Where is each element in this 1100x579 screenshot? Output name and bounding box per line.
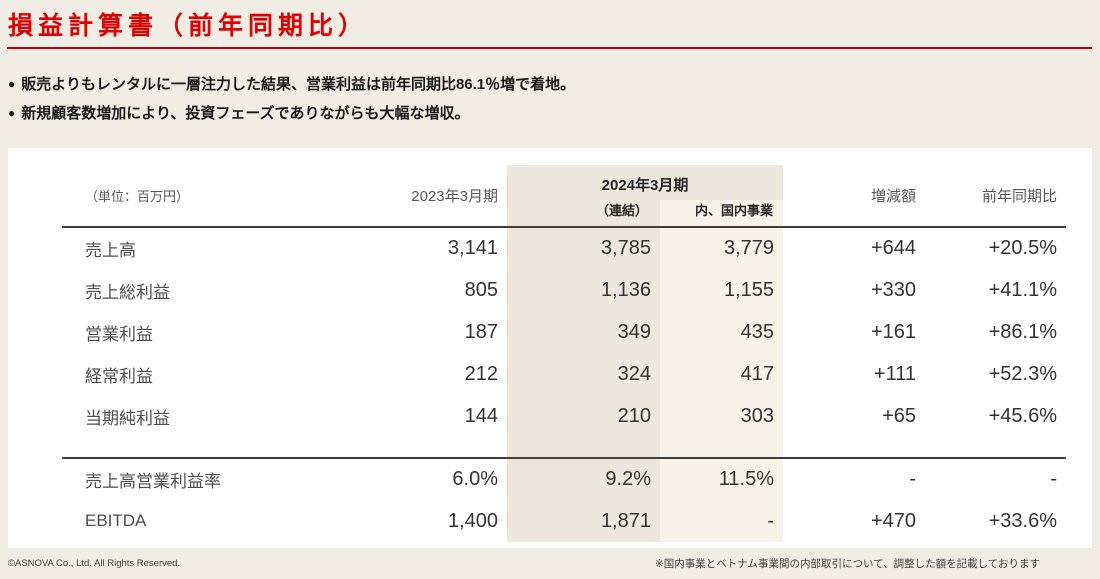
unit-label: （単位：百万円） xyxy=(62,165,312,228)
value-2023: 3,141 xyxy=(447,237,498,259)
value-consolidated: 1,871 xyxy=(507,500,660,542)
value-diff: +644 xyxy=(870,237,916,259)
bullet-text: 新規顧客数増加により、投資フェーズでありながらも大幅な増収。 xyxy=(21,105,470,122)
value-diff: +330 xyxy=(870,278,916,301)
row-label: 当期純利益 xyxy=(85,408,170,428)
bullet-item: ● 新規顧客数増加により、投資フェーズでありながらも大幅な増収。 xyxy=(8,99,575,128)
pl-table: （単位：百万円） 2023年3月期 2024年3月期 （連結） 内、国内事業 増… xyxy=(62,165,1066,542)
bullet-text: 販売よりもレンタルに一層注力した結果、営業利益は前年同期比86.1％増で着地。 xyxy=(21,76,576,93)
value-domestic: 435 xyxy=(660,311,783,353)
footnote-text: ※国内事業とベトナム事業間の内部取引について、調整した額を記載しております xyxy=(654,558,1040,570)
copyright-text: ©ASNOVA Co., Ltd. All Rights Reserved. xyxy=(8,558,181,569)
value-2023: 6.0% xyxy=(312,457,507,500)
table-header-row: （単位：百万円） 2023年3月期 2024年3月期 （連結） 内、国内事業 増… xyxy=(62,165,1066,228)
value-yoy: +86.1% xyxy=(988,320,1057,343)
value-2023: 1,400 xyxy=(447,509,498,532)
column-header-2023: 2023年3月期 xyxy=(312,165,507,228)
table-row-net-income: 当期純利益 144 210 303 +65 +45.6% xyxy=(62,395,1066,437)
subcolumn-header-consolidated: （連結） xyxy=(595,203,648,218)
bullet-icon: ● xyxy=(8,106,16,120)
row-label: 営業利益 xyxy=(85,324,153,344)
value-diff: +111 xyxy=(873,362,916,385)
table-row-sales: 売上高 3,141 3,785 3,779 +644 +20.5% xyxy=(62,227,1066,269)
title-underline-rule xyxy=(7,47,1092,49)
summary-bullets: ● 販売よりもレンタルに一層注力した結果、営業利益は前年同期比86.1％増で着地。… xyxy=(8,70,575,128)
column-header-2024-group: 2024年3月期 （連結） 内、国内事業 xyxy=(507,165,783,228)
value-yoy: - xyxy=(925,457,1066,500)
subcolumn-header-domestic: 内、国内事業 xyxy=(660,200,783,226)
value-yoy: +52.3% xyxy=(988,362,1057,385)
value-domestic: 303 xyxy=(660,395,783,437)
value-domestic: 1,155 xyxy=(660,269,783,311)
value-consolidated: 9.2% xyxy=(507,457,660,500)
row-label: 売上高営業利益率 xyxy=(62,457,312,500)
value-yoy: +45.6% xyxy=(988,404,1057,427)
table-row-operating-profit: 営業利益 187 349 435 +161 +86.1% xyxy=(62,311,1066,353)
table-row-ebitda: EBITDA 1,400 1,871 - +470 +33.6% xyxy=(62,500,1066,542)
row-label: 経常利益 xyxy=(85,366,153,386)
table-row-gross-profit: 売上総利益 805 1,136 1,155 +330 +41.1% xyxy=(62,269,1066,311)
value-consolidated: 1,136 xyxy=(507,269,660,311)
row-label: 売上総利益 xyxy=(85,282,170,302)
column-header-2024-subs: （連結） 内、国内事業 xyxy=(507,200,783,226)
column-header-2024: 2024年3月期 xyxy=(601,177,689,194)
value-diff: +161 xyxy=(870,320,916,343)
table-row-ordinary-profit: 経常利益 212 324 417 +111 +52.3% xyxy=(62,353,1066,395)
value-domestic: 11.5% xyxy=(660,457,783,500)
row-label: EBITDA xyxy=(85,511,147,530)
value-diff: +470 xyxy=(870,509,916,532)
bullet-icon: ● xyxy=(8,77,16,91)
row-label: 売上高 xyxy=(85,241,136,260)
table-card: （単位：百万円） 2023年3月期 2024年3月期 （連結） 内、国内事業 増… xyxy=(8,148,1092,548)
value-2023: 187 xyxy=(464,320,498,343)
column-header-diff: 増減額 xyxy=(783,165,925,228)
bullet-item: ● 販売よりもレンタルに一層注力した結果、営業利益は前年同期比86.1％増で着地。 xyxy=(8,70,575,99)
value-domestic: 3,779 xyxy=(660,227,783,269)
column-header-yoy: 前年同期比 xyxy=(925,165,1066,228)
value-consolidated: 324 xyxy=(507,353,660,395)
value-consolidated: 210 xyxy=(507,395,660,437)
value-diff: +65 xyxy=(882,404,916,427)
value-2023: 212 xyxy=(464,362,498,385)
value-yoy: +41.1% xyxy=(988,278,1057,301)
value-yoy: +20.5% xyxy=(988,237,1057,259)
page-title: 損益計算書（前年同期比） xyxy=(8,12,369,40)
value-domestic: - xyxy=(660,500,783,542)
value-yoy: +33.6% xyxy=(988,509,1057,532)
value-consolidated: 349 xyxy=(507,311,660,353)
value-2023: 144 xyxy=(464,404,498,427)
value-domestic: 417 xyxy=(660,353,783,395)
value-diff: - xyxy=(783,457,925,500)
value-consolidated: 3,785 xyxy=(507,227,660,269)
value-2023: 805 xyxy=(464,278,498,301)
table-spacer-row xyxy=(62,437,1066,458)
table-row-operating-margin: 売上高営業利益率 6.0% 9.2% 11.5% - - xyxy=(62,457,1066,500)
